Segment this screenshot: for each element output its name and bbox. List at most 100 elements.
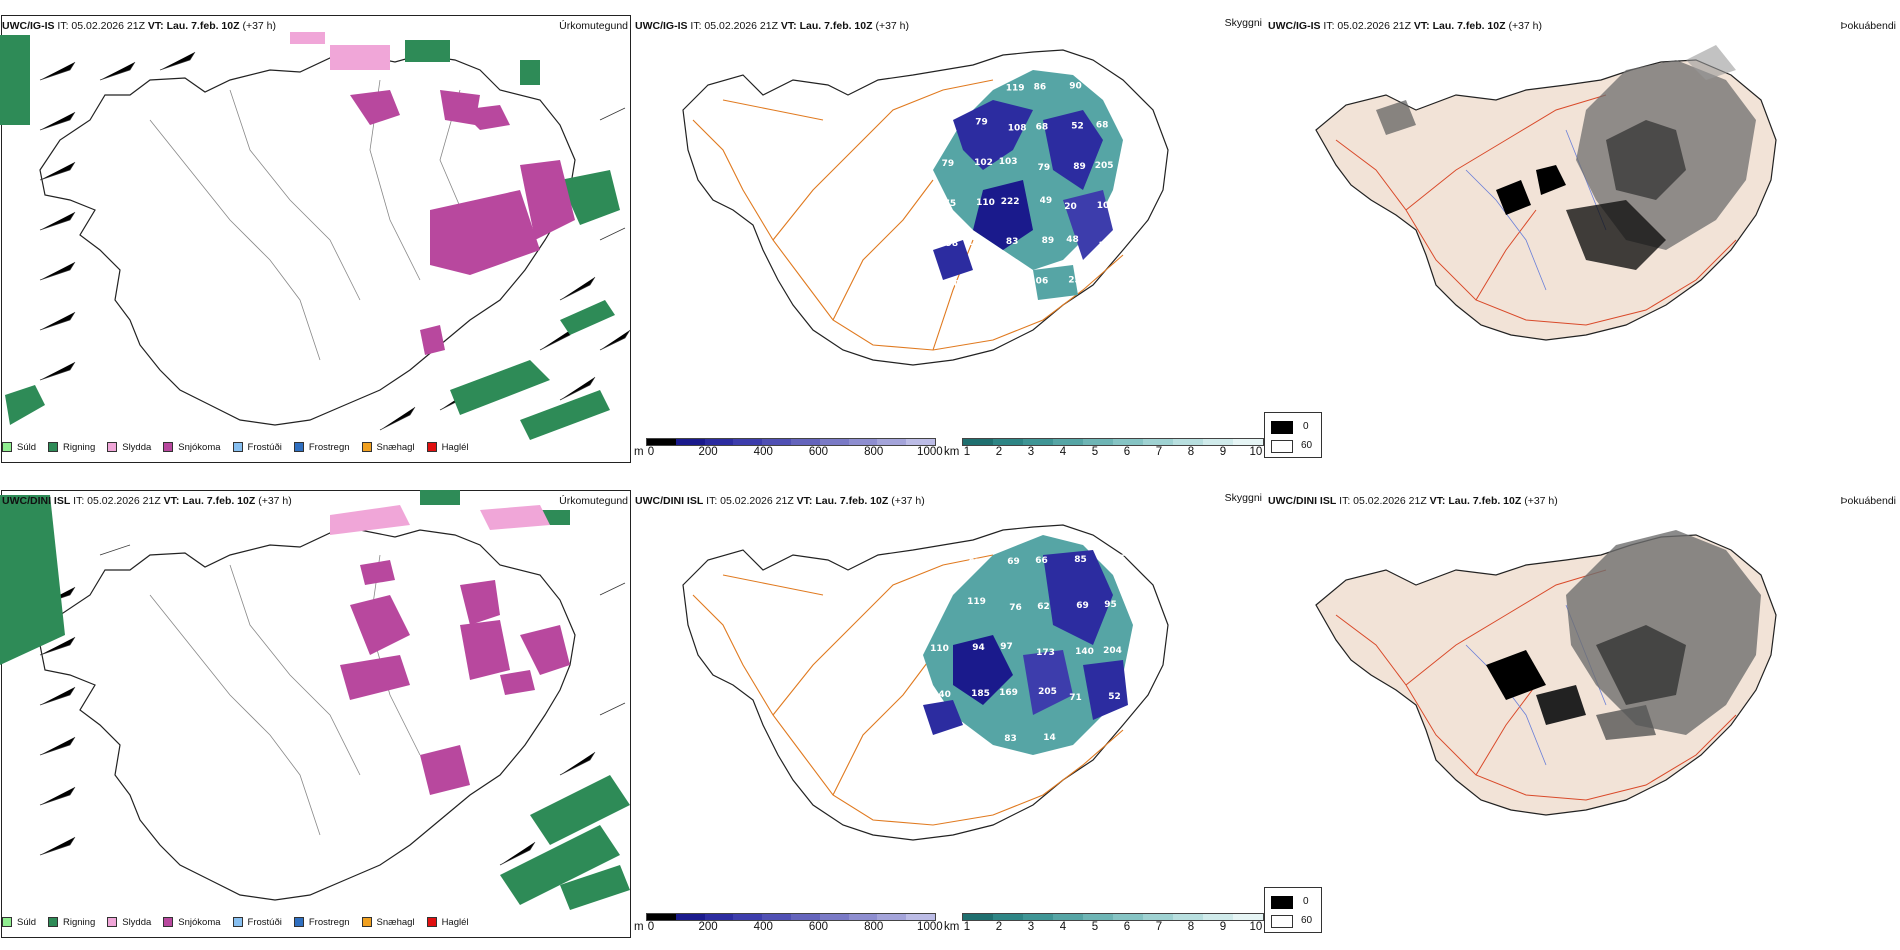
rain-areas bbox=[0, 490, 630, 910]
legend-label: Snæhagl bbox=[376, 916, 415, 928]
legend-label: Haglél bbox=[441, 441, 469, 453]
valid-time: Lau. 7.feb. 10Z bbox=[1448, 495, 1522, 507]
fog-legend-high: 60 bbox=[1301, 915, 1313, 926]
fog-legend: 0 60 bbox=[1264, 887, 1322, 933]
cloud-base-value: 68 bbox=[1096, 121, 1109, 131]
panel-header: UWC/IG-IS IT: 05.02.2026 21Z VT: Lau. 7.… bbox=[635, 20, 909, 32]
cloud-base-value: 79 bbox=[975, 118, 988, 128]
cloud-base-value: 110 bbox=[930, 644, 949, 654]
iceland-coastline bbox=[682, 49, 1169, 366]
colorbar-segment bbox=[1053, 914, 1083, 920]
colorbar-segment bbox=[963, 914, 993, 920]
cloud-base-value: 68 bbox=[1036, 123, 1049, 133]
legend-label: Snjókoma bbox=[178, 441, 221, 453]
legend-swatch bbox=[361, 917, 372, 927]
visibility-unit: km bbox=[944, 446, 960, 458]
valid-time: Lau. 7.feb. 10Z bbox=[182, 495, 256, 507]
cloud-base-value: 52 bbox=[1108, 692, 1121, 702]
vt-label: VT: bbox=[1413, 20, 1430, 32]
precip-type-panel-bottom: UWC/DINI ISL IT: 05.02.2026 21Z VT: Lau.… bbox=[0, 475, 632, 950]
lead-time: (+37 h) bbox=[1508, 20, 1543, 32]
legend-swatch bbox=[361, 442, 372, 452]
cloud-base-value: 95 bbox=[1104, 600, 1117, 610]
cloud-base-value: 69 bbox=[1076, 601, 1089, 611]
valid-time: Lau. 7.feb. 10Z bbox=[815, 495, 889, 507]
cloud-base-value: 150 bbox=[969, 278, 988, 288]
legend-item: Snjókoma bbox=[163, 441, 221, 453]
altitude-unit: m bbox=[634, 921, 644, 933]
low-cloud-areas bbox=[933, 70, 1123, 300]
lead-time: (+37 h) bbox=[891, 495, 925, 507]
cloud-base-value: 173 bbox=[1036, 648, 1055, 658]
colorbar-segment bbox=[877, 439, 907, 445]
colorbar-segment bbox=[1023, 439, 1053, 445]
snow-areas bbox=[350, 90, 575, 355]
panel-title: Þokuábendi bbox=[1840, 495, 1896, 507]
colorbar-tick: 6 bbox=[1123, 446, 1131, 458]
panel-title: Þokuábendi bbox=[1840, 20, 1896, 32]
legend-item: Súld bbox=[2, 917, 36, 928]
colorbar-segment bbox=[733, 914, 763, 920]
panel-title: Skyggni bbox=[1224, 492, 1262, 504]
colorbar-tick: 6 bbox=[1123, 921, 1131, 933]
cloud-base-value: 79 bbox=[1105, 81, 1118, 91]
colorbar-segment bbox=[1113, 439, 1143, 445]
cloud-base-value: 66 bbox=[1035, 556, 1048, 566]
vt-label: VT: bbox=[796, 495, 813, 507]
colorbar-tick: 4 bbox=[1059, 446, 1067, 458]
lead-time: (+37 h) bbox=[875, 20, 910, 32]
colorbar-segment bbox=[1083, 439, 1113, 445]
colorbar-tick: 400 bbox=[753, 921, 773, 933]
colorbar-segment bbox=[877, 914, 907, 920]
cloud-base-value: 25 bbox=[1068, 275, 1081, 285]
legend-item: Slydda bbox=[107, 917, 151, 928]
roads bbox=[1335, 94, 1737, 326]
fog-legend: 0 60 bbox=[1264, 412, 1322, 458]
cloud-base-value: 86 bbox=[1034, 83, 1047, 93]
iceland-coastline bbox=[682, 524, 1169, 841]
colorbar-tick: 400 bbox=[753, 446, 773, 458]
roads bbox=[1335, 569, 1737, 801]
valid-time: Lau. 7.feb. 10Z bbox=[166, 20, 240, 32]
model-name: UWC/IG-IS bbox=[2, 20, 55, 32]
cloud-base-value: 103 bbox=[1097, 201, 1116, 211]
cloud-base-value: 108 bbox=[1008, 124, 1027, 134]
colorbar-tick: 600 bbox=[808, 446, 829, 458]
cloud-base-value: 102 bbox=[970, 85, 989, 95]
panel-title: Skyggni bbox=[1224, 17, 1262, 29]
colorbar-segment bbox=[848, 914, 878, 920]
cloud-base-value: 83 bbox=[1004, 734, 1017, 744]
legend-swatch bbox=[426, 442, 437, 452]
cloud-base-value: 89 bbox=[1073, 162, 1086, 172]
visibility-panel-top: 150 102 119 86 90 79 71 79 108 68 52 68 79 102 103 79 89… bbox=[633, 0, 1266, 475]
sleet-areas bbox=[290, 32, 390, 70]
colorbar-segment bbox=[733, 439, 763, 445]
fog-index-panel-top: UWC/IG-IS IT: 05.02.2026 21Z VT: Lau. 7.… bbox=[1266, 0, 1900, 475]
colorbar-segment bbox=[704, 914, 734, 920]
legend-label: Súld bbox=[17, 916, 37, 928]
cloud-base-value: 222 bbox=[1001, 197, 1020, 207]
colorbar-segment bbox=[1143, 439, 1173, 445]
precip-legend: Súld Rigning Slydda Snjókoma Frostúði Frostre… bbox=[2, 911, 481, 933]
legend-swatch bbox=[426, 917, 437, 927]
cloud-base-value: 60 bbox=[1008, 277, 1021, 287]
panel-header: UWC/IG-IS IT: 05.02.2026 21Z VT: Lau. 7.… bbox=[2, 20, 276, 32]
colorbar-segment bbox=[906, 439, 935, 445]
colorbar-tick: 1 bbox=[963, 921, 971, 933]
fog-legend-high: 60 bbox=[1301, 440, 1313, 451]
model-name: UWC/DINI ISL bbox=[1268, 495, 1337, 507]
cloud-base-value: 110 bbox=[976, 198, 995, 208]
colorbar-segment bbox=[906, 914, 935, 920]
fog-legend-low: 0 bbox=[1303, 896, 1309, 907]
iceland-coastline bbox=[39, 54, 576, 426]
visibility-panel-bottom: 101 65 69 66 85 85 86 119 76 62 69 95 110 94 97 173 140 2… bbox=[633, 475, 1266, 950]
legend-label: Frostúði bbox=[247, 916, 282, 928]
legend-label: Slydda bbox=[122, 916, 152, 928]
colorbar-segment bbox=[1053, 439, 1083, 445]
colorbar-segment bbox=[790, 439, 820, 445]
colorbar-tick: 0 bbox=[647, 446, 655, 458]
fog-shading bbox=[1486, 530, 1761, 740]
colorbar-tick: 1000 bbox=[917, 921, 943, 933]
colorbar-segment bbox=[1203, 439, 1233, 445]
colorbar-segment bbox=[1173, 914, 1203, 920]
